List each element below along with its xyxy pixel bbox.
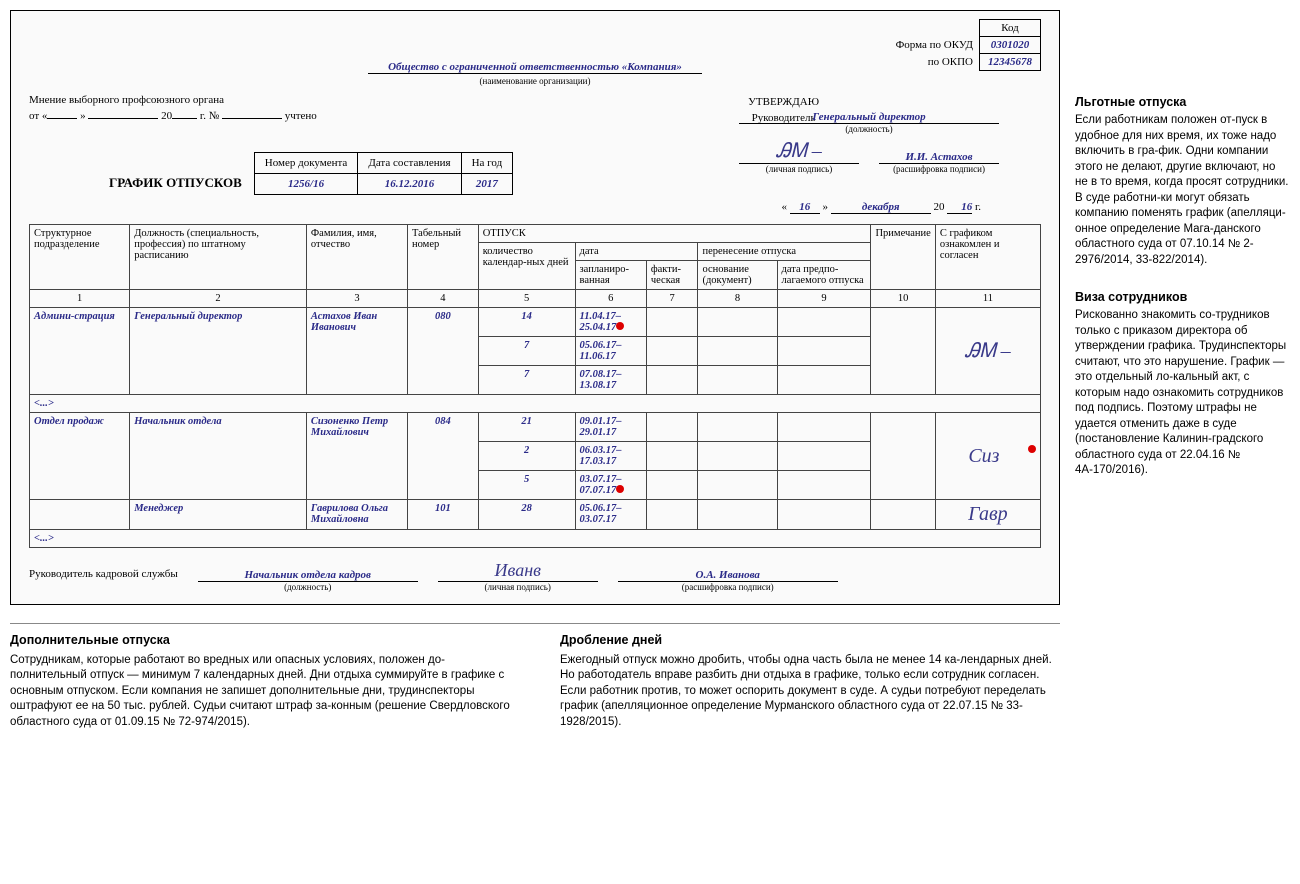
ann-b2: Ежегодный отпуск можно дробить, чтобы од… (560, 653, 1060, 731)
okud-label: Форма по ОКУД (888, 37, 980, 54)
document-form: Код Форма по ОКУД0301020 по ОКПО12345678… (10, 10, 1060, 605)
okpo-value: 12345678 (980, 54, 1041, 71)
code-box: Код Форма по ОКУД0301020 по ОКПО12345678 (888, 19, 1041, 71)
date-line: « 16 » декабря 20 16 г. (29, 201, 981, 214)
approve-right: Генеральный директор (должность) ᎯᎷ – (л… (739, 111, 999, 174)
separator-row: <...> (30, 530, 1041, 548)
approve-title: УТВЕРЖДАЮ (748, 96, 819, 108)
doc-number: 1256/16 (254, 174, 358, 195)
ann-a2-title: Виза сотрудников (1075, 290, 1290, 304)
num-table: Номер документаДата составленияНа год 12… (254, 152, 513, 195)
th-tab: Табельный номер (408, 225, 479, 290)
th-note: Примечание (871, 225, 935, 290)
ann-a1: Если работникам положен от-пуск в удобно… (1075, 113, 1290, 268)
th-pos: Должность (специальность, профессия) по … (130, 225, 307, 290)
table-row: Админи-страцияГенеральный директорАстахо… (30, 308, 1041, 337)
footer-label: Руководитель кадровой службы (29, 568, 178, 592)
okpo-label: по ОКПО (888, 54, 980, 71)
approve-position: Генеральный директор (739, 111, 999, 124)
th-fio: Фамилия, имя, отчество (306, 225, 407, 290)
okud-value: 0301020 (980, 37, 1041, 54)
approve-name: И.И. Астахов (879, 151, 999, 164)
table-row: МенеджерГаврилова Ольга Михайловна101280… (30, 500, 1041, 530)
footer-sig: Иванв (438, 560, 598, 582)
row-signature: ᎯᎷ – (935, 308, 1040, 395)
bottom-annotations: Дополнительные отпуска Сотрудникам, кото… (10, 623, 1060, 730)
doc-title: ГРАФИК ОТПУСКОВ (109, 175, 242, 195)
org-name-sub: (наименование организации) (29, 76, 1041, 86)
callout-dot (616, 485, 624, 493)
th-sign: С графиком ознакомлен и согласен (935, 225, 1040, 290)
ann-a2: Рискованно знакомить со-трудников только… (1075, 308, 1290, 479)
code-header: Код (980, 20, 1041, 37)
ann-b1-title: Дополнительные отпуска (10, 632, 510, 649)
row-signature: Гавр (935, 500, 1040, 530)
ann-a1-title: Льготные отпуска (1075, 95, 1290, 109)
row-signature: Сиз (935, 413, 1040, 500)
footer-signature: Руководитель кадровой службы Начальник о… (29, 560, 1041, 592)
th-otpusk: ОТПУСК (478, 225, 871, 243)
doc-year: 2017 (461, 174, 513, 195)
separator-row: <...> (30, 395, 1041, 413)
callout-dot (1028, 445, 1036, 453)
th-dept: Структурное подразделение (30, 225, 130, 290)
ann-b2-title: Дробление дней (560, 632, 1060, 649)
union-line1: Мнение выборного профсоюзного органа (29, 94, 1041, 106)
org-name: Общество с ограниченной ответственностью… (368, 61, 702, 74)
ann-b1: Сотрудникам, которые работают во вредных… (10, 653, 510, 731)
main-table: Структурное подразделение Должность (спе… (29, 224, 1041, 548)
doc-date: 16.12.2016 (358, 174, 461, 195)
table-row: Отдел продажНачальник отделаСизоненко Пе… (30, 413, 1041, 442)
side-annotations: Льготные отпуска Если работникам положен… (1075, 10, 1290, 730)
footer-pos: Начальник отдела кадров (198, 569, 418, 582)
footer-name: О.А. Иванова (618, 569, 838, 582)
callout-dot (616, 322, 624, 330)
